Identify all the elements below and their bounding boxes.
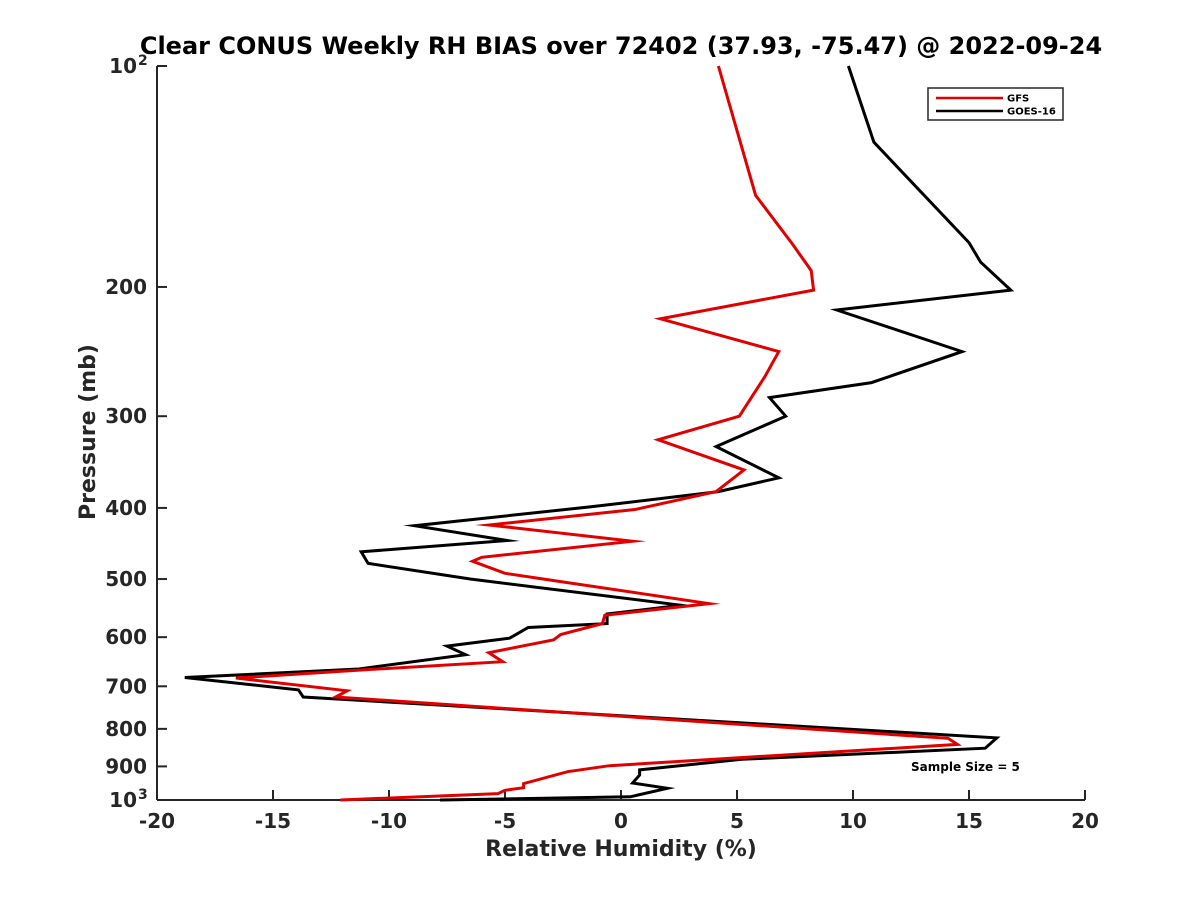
x-tick-label: -15 [255,809,291,833]
legend-label: GOES-16 [1007,107,1056,118]
chart-title: Clear CONUS Weekly RH BIAS over 72402 (3… [140,32,1102,60]
y-tick-exponent: 3 [138,787,148,803]
y-axis-label: Pressure (mb) [76,344,101,520]
sample-size-annotation: Sample Size = 5 [911,760,1020,774]
x-tick-label: 20 [1071,809,1099,833]
y-tick-label: 10 [109,788,137,812]
series-line-gfs [235,65,962,802]
y-tick-label: 700 [105,674,147,698]
y-tick-label: 900 [105,754,147,778]
legend-box [927,87,1064,121]
legend-label: GFS [1007,94,1029,105]
x-tick-label: -20 [139,809,175,833]
y-tick-label: 600 [105,625,147,649]
x-tick-label: -10 [371,809,407,833]
y-tick-exponent: 2 [138,53,148,69]
y-tick-label: 200 [105,275,147,299]
x-axis-label: Relative Humidity (%) [485,837,757,862]
legend: GFS GOES-16 [927,87,1064,121]
x-tick-label: 15 [955,809,983,833]
y-tick-label: 400 [105,496,147,520]
y-tick-label: 500 [105,567,147,591]
x-tick-label: 10 [839,809,867,833]
y-tick-label: 10 [109,54,137,78]
y-tick-label: 300 [105,404,147,428]
y-tick-label: 800 [105,717,147,741]
x-tick-label: 5 [730,809,744,833]
x-tick-label: -5 [494,809,516,833]
x-tick-label: 0 [614,809,628,833]
